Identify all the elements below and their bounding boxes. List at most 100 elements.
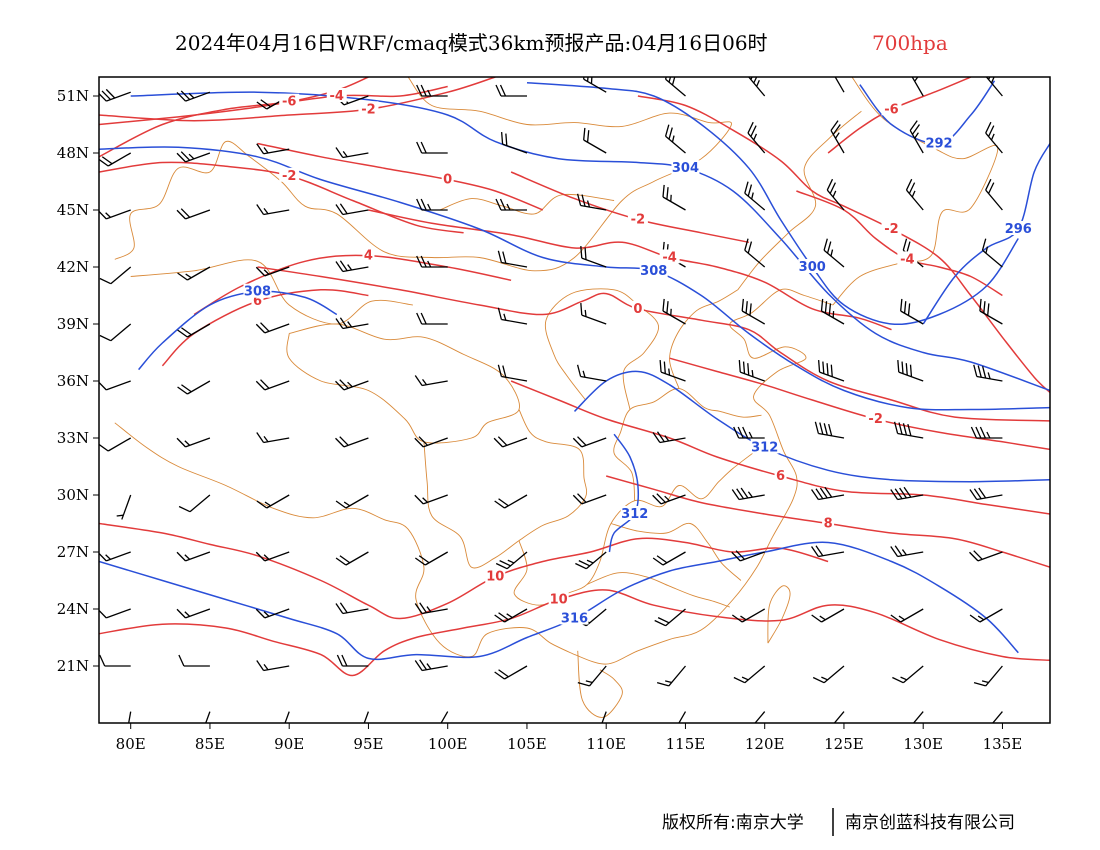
copyright-owner: 版权所有:南京大学	[662, 813, 804, 833]
wind-barb	[99, 380, 131, 391]
lon-tick-label: 130E	[903, 735, 943, 753]
lon-tick-label: 95E	[353, 735, 383, 753]
boundary-line	[513, 450, 756, 606]
wind-barb	[414, 602, 448, 615]
wind-barb	[662, 298, 686, 325]
copyright-company: 南京创蓝科技有限公司	[845, 813, 1015, 833]
latitude-axis: 51N 48N 45N 42N 39N 36N 33N 30N 27N 24N 21N	[57, 87, 99, 675]
wind-barb	[973, 364, 1003, 382]
wind-barb	[335, 551, 369, 566]
lat-tick-label: 27N	[57, 543, 89, 561]
lon-tick-label: 135E	[983, 735, 1023, 753]
height-contour	[138, 290, 338, 371]
wind-barb	[654, 608, 686, 627]
temperature-contour-label-bg	[865, 411, 886, 425]
wind-barb	[416, 255, 448, 268]
lon-tick-label: 115E	[666, 735, 706, 753]
wind-barb	[596, 711, 607, 723]
height-contour-label: 300	[799, 260, 826, 275]
wind-barb	[812, 665, 845, 684]
temperature-contour-label: -2	[884, 222, 898, 237]
wind-barb	[890, 545, 924, 558]
wind-barb	[652, 431, 686, 444]
lon-tick-label: 100E	[428, 735, 468, 753]
wind-barb	[177, 323, 211, 338]
wind-barb	[909, 120, 924, 154]
temperature-contour	[510, 171, 750, 244]
wind-barb	[335, 602, 369, 615]
boundary-line	[114, 422, 575, 658]
wind-barb	[256, 432, 290, 444]
temperature-contour-label-bg	[897, 251, 918, 266]
lat-tick-label: 36N	[57, 372, 89, 390]
wind-barb	[572, 493, 607, 505]
temperature-contour-label: 8	[824, 517, 833, 532]
temperature-contour-label: -2	[282, 169, 296, 184]
temperature-contour-label: 6	[253, 294, 262, 309]
wind-barb	[575, 551, 607, 570]
height-contour-label-bg	[925, 135, 954, 150]
temperature-contour	[99, 589, 1050, 677]
temperature-contour-label-bg	[279, 93, 300, 108]
wind-barb	[731, 550, 765, 562]
temperature-contour-label-bg	[279, 167, 300, 182]
boundary-line	[669, 289, 739, 389]
temperature-contour-label-bg	[326, 88, 347, 102]
boundaries-layer	[114, 77, 999, 718]
wind-barb	[335, 317, 369, 330]
wind-barb	[176, 151, 211, 163]
map-frame	[98, 76, 1051, 724]
wind-barb	[495, 198, 527, 211]
wind-barb	[826, 178, 845, 211]
wind-barb	[985, 77, 1003, 97]
pressure-level-label: 700hpa	[872, 31, 948, 55]
wind-barb	[414, 375, 448, 387]
height-contour-label-bg	[671, 160, 700, 175]
wind-barb	[495, 84, 527, 97]
temperature-contour-label-bg	[358, 101, 379, 116]
wind-barb	[733, 426, 765, 439]
wind-barb	[890, 608, 924, 623]
wind-barb	[747, 711, 766, 723]
wind-barb	[741, 298, 766, 325]
wind-barb	[176, 208, 211, 220]
temperature-contour-label: -2	[631, 213, 645, 228]
wind-barb	[890, 486, 924, 501]
height-contour	[526, 81, 1019, 326]
height-contour-label: 308	[640, 264, 667, 279]
wind-barb	[176, 608, 211, 619]
temperature-contour-label-bg	[881, 101, 902, 116]
wind-barb	[583, 127, 607, 154]
wind-barb	[733, 665, 766, 684]
boundary-line	[610, 522, 742, 581]
wind-barb	[969, 608, 1003, 623]
wind-barb	[414, 436, 448, 448]
lat-tick-label: 42N	[57, 258, 89, 276]
height-contour-label-bg	[750, 439, 779, 454]
wind-barb	[99, 323, 132, 342]
lat-tick-label: 30N	[57, 486, 89, 504]
wind-barb	[969, 550, 1003, 562]
wind-barb	[580, 246, 607, 268]
boundary-line	[832, 77, 999, 306]
wind-barb	[335, 494, 369, 509]
wind-barb	[256, 494, 290, 509]
wind-barb	[981, 238, 1003, 268]
wind-barb	[900, 298, 924, 325]
wind-barb	[744, 181, 766, 211]
wind-barb	[970, 426, 1003, 439]
boundary-line	[767, 585, 791, 644]
lon-tick-label: 90E	[274, 735, 304, 753]
temperature-contour-label: -4	[662, 251, 676, 266]
temperature-contours	[99, 77, 1050, 677]
wind-barb	[973, 665, 1003, 687]
boundary-line	[544, 288, 659, 410]
lat-tick-label: 45N	[57, 201, 89, 219]
temperature-contour	[510, 380, 1050, 515]
wind-barb	[893, 421, 924, 439]
wind-barb	[747, 121, 766, 154]
wind-barb	[652, 493, 686, 505]
temperature-contour-label: -2	[361, 102, 375, 117]
temperature-contour-label: -2	[868, 412, 882, 427]
temperature-contour-label-bg	[485, 568, 506, 583]
